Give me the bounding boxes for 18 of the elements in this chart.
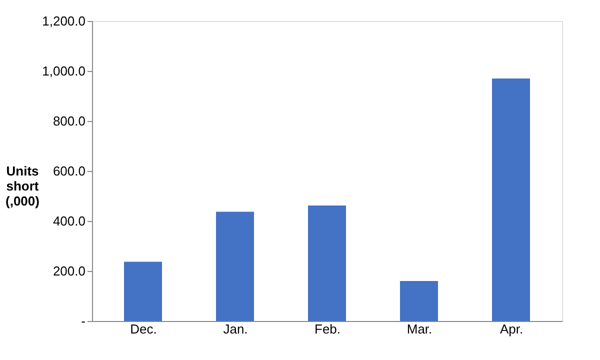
x-tick-label: Apr. [500,322,524,336]
bar [216,212,254,321]
x-tick-label: Mar. [406,322,432,336]
bar [124,262,162,321]
bar [400,281,438,321]
y-tick-label: 800.0 [52,114,86,128]
x-tick-label: Jan. [223,322,248,336]
y-tick-label: 400.0 [52,214,86,228]
y-tick-label: 1,200.0 [42,14,86,28]
x-tick-label: Dec. [130,322,157,336]
y-tick-label: 600.0 [52,164,86,178]
x-tick-label: Feb. [314,322,341,336]
bar [492,78,530,321]
y-tick-label: 1,000.0 [42,64,86,78]
y-tick-label: 200.0 [52,264,86,278]
y-tick-label: - [81,314,86,328]
y-axis-title: Units short (,000) [6,164,40,208]
bar [308,206,346,321]
